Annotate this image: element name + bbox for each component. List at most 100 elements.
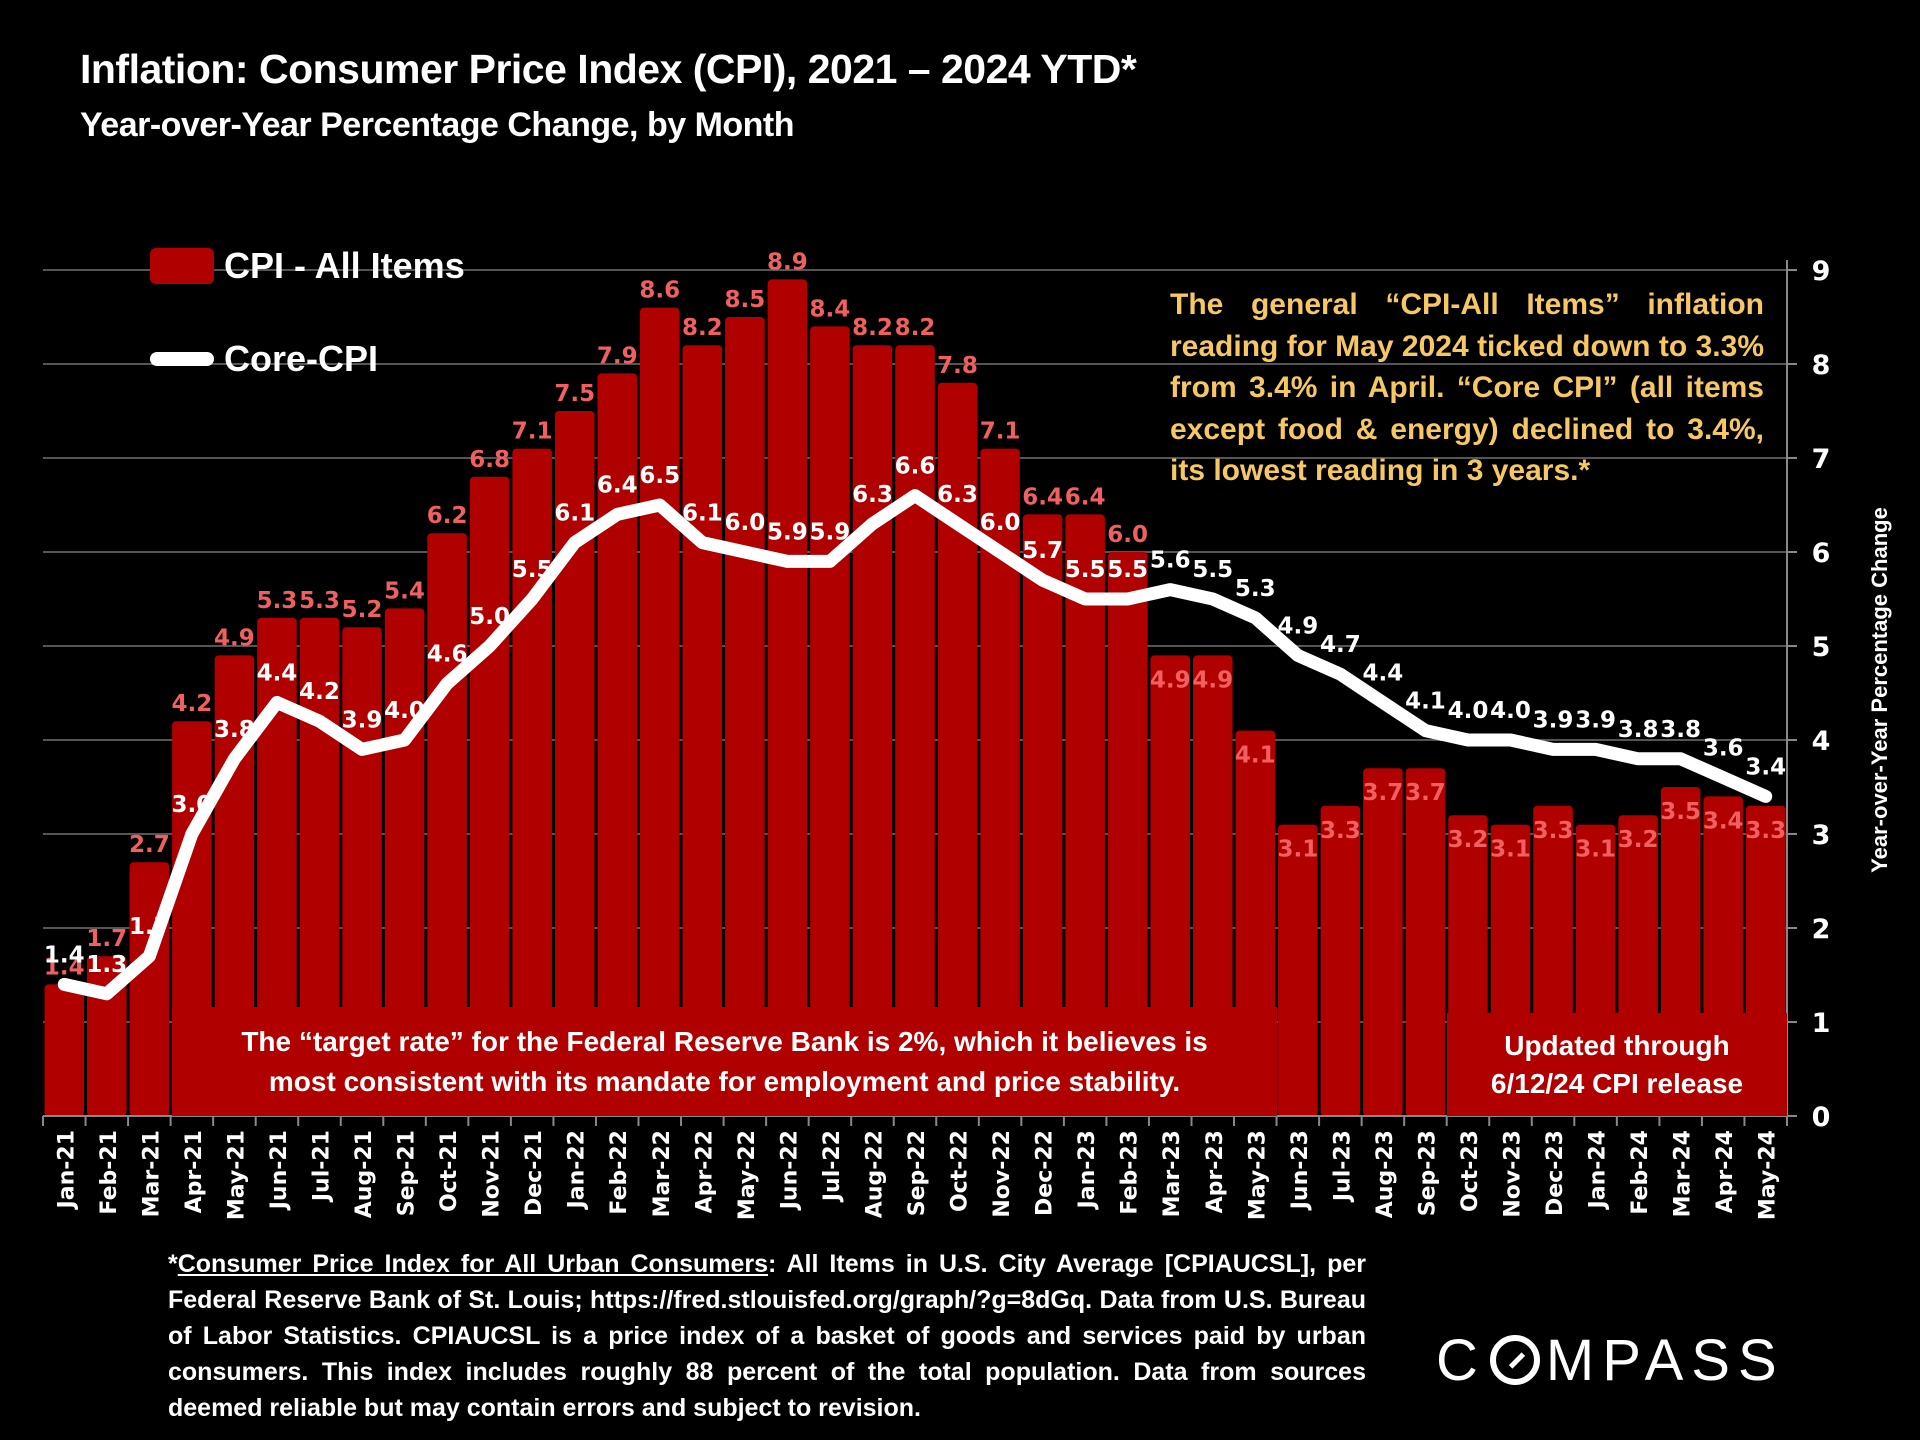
data-labels: 1.41.72.74.24.95.3 5.3 5.25.46.26.87.17.57… — [44, 249, 1786, 980]
y-tick-label: 6 — [1812, 538, 1831, 569]
x-tick-label: Feb-22 — [607, 1130, 632, 1215]
y-tick-label: 1 — [1812, 1008, 1831, 1039]
cpi-data-label: 5.2 — [342, 597, 383, 623]
cpi-bar — [937, 382, 978, 1116]
cpi-data-label: 7.1 — [980, 419, 1021, 445]
cpi-data-label: 7.9 — [597, 343, 638, 369]
legend-bar-swatch-icon — [150, 248, 214, 284]
cpi-bar — [1278, 824, 1318, 1116]
updated-line-2: 6/12/24 CPI release — [1490, 1067, 1744, 1099]
cpi-bar — [1192, 655, 1233, 1116]
core-data-label: 6.1 — [554, 501, 595, 527]
cpi-data-label: 3.3 — [1533, 818, 1574, 844]
x-tick-label: Oct-22 — [948, 1130, 973, 1212]
x-tick-label: Jan-23 — [1075, 1130, 1100, 1210]
x-tick-label: Aug-23 — [1373, 1130, 1398, 1218]
y-axis-title: Year-over-Year Percentage Change — [1867, 507, 1892, 873]
chart-subtitle: Year-over-Year Percentage Change, by Mon… — [80, 106, 795, 144]
core-data-label: 6.0 — [724, 510, 765, 536]
cpi-data-label: 8.9 — [767, 249, 808, 275]
x-tick-label: Apr-23 — [1203, 1130, 1228, 1213]
core-data-label: 3.4 — [1745, 754, 1786, 780]
cpi-data-label: 8.2 — [895, 315, 936, 341]
cpi-bar — [895, 345, 935, 1116]
x-tick-label: Jun-21 — [267, 1130, 292, 1211]
cpi-data-label: 4.2 — [172, 691, 213, 717]
x-tick-label: Dec-23 — [1543, 1130, 1568, 1216]
target-rate-note: The “target rate” for the Federal Reserv… — [172, 1007, 1277, 1116]
x-tick-label: May-21 — [224, 1130, 249, 1220]
core-data-label: 1.7 — [129, 914, 170, 940]
cpi-data-label: 4.9 — [214, 625, 255, 651]
cpi-data-label: 3.7 — [1405, 780, 1446, 806]
y-tick-label: 8 — [1812, 350, 1831, 381]
y-tick-label: 9 — [1812, 256, 1831, 287]
cpi-data-label: 6.4 — [1022, 484, 1063, 510]
cpi-bar — [1065, 514, 1105, 1116]
core-data-label: 4.7 — [1320, 632, 1361, 658]
cpi-bar — [1405, 768, 1446, 1116]
cpi-data-label: 6.4 — [1065, 484, 1106, 510]
x-tick-label: May-23 — [1245, 1130, 1270, 1220]
core-data-label: 4.1 — [1405, 689, 1446, 715]
x-tick-label: Aug-21 — [352, 1130, 377, 1218]
core-data-label: 5.9 — [810, 519, 851, 545]
y-tick-label: 4 — [1812, 726, 1831, 757]
x-tick-label: May-22 — [735, 1130, 760, 1220]
legend-line-swatch-icon — [150, 352, 214, 366]
cpi-bar — [1022, 514, 1063, 1116]
x-tick-label: Sep-22 — [905, 1130, 930, 1216]
x-tick-label: Oct-21 — [437, 1130, 462, 1212]
cpi-bar — [852, 345, 893, 1116]
core-data-label: 4.9 — [1277, 613, 1318, 639]
chart-title: Inflation: Consumer Price Index (CPI), 2… — [80, 46, 1137, 92]
cpi-data-label: 3.3 — [1745, 818, 1786, 844]
cpi-data-label: 4.1 — [1235, 743, 1276, 769]
cpi-bar — [597, 373, 638, 1116]
x-tick-label: Mar-22 — [650, 1130, 675, 1217]
core-data-label: 3.6 — [1703, 736, 1744, 762]
cpi-data-label: 3.5 — [1660, 799, 1701, 825]
legend-item-core: Core-CPI — [150, 338, 378, 380]
core-data-label: 4.6 — [427, 642, 468, 668]
cpi-bar — [257, 617, 297, 1116]
cpi-bar — [554, 411, 595, 1116]
core-cpi-line — [57, 489, 1773, 1001]
cpi-bar — [1363, 768, 1403, 1116]
cpi-data-label: 3.4 — [1703, 808, 1744, 834]
core-data-label: 3.9 — [342, 707, 383, 733]
core-data-label: 4.4 — [257, 660, 298, 686]
cpi-bar — [299, 617, 340, 1116]
cpi-data-label: 4.9 — [1192, 667, 1233, 693]
cpi-bar — [1150, 655, 1190, 1116]
x-tick-label: Feb-24 — [1628, 1130, 1653, 1215]
legend-item-cpi: CPI - All Items — [150, 245, 465, 287]
core-data-label: 3.8 — [1660, 717, 1701, 743]
y-tick-label: 2 — [1812, 914, 1831, 945]
cpi-data-label: 1.4 — [44, 954, 85, 980]
cpi-data-label: 2.7 — [129, 832, 170, 858]
core-data-label: 5.3 — [1235, 576, 1276, 602]
cpi-data-label: 5.4 — [384, 578, 425, 604]
logo-text-end: MPASS — [1545, 1327, 1785, 1393]
core-data-label: 4.4 — [1363, 660, 1404, 686]
cpi-bar — [640, 307, 680, 1117]
cpi-data-label: 1.7 — [86, 926, 127, 952]
core-data-label: 3.8 — [1618, 717, 1659, 743]
core-data-label: 5.5 — [1065, 557, 1106, 583]
y-tick-label: 0 — [1812, 1102, 1831, 1133]
core-data-label: 6.3 — [937, 482, 978, 508]
cpi-bar — [810, 326, 850, 1116]
core-data-label: 6.0 — [980, 510, 1021, 536]
core-data-label: 1.3 — [86, 952, 127, 978]
cpi-data-label: 7.1 — [512, 419, 553, 445]
x-tick-label: Apr-22 — [692, 1130, 717, 1213]
core-data-label: 5.5 — [1107, 557, 1148, 583]
x-tick-label: Feb-23 — [1118, 1130, 1143, 1215]
axes: 0 1 2 3 4 5 6 7 8 9 Jan-21 Feb-21 Mar-21 Apr-21 May-21… — [42, 256, 1831, 1220]
cpi-data-label: 8.6 — [639, 278, 680, 304]
y-tick-label: 5 — [1812, 632, 1831, 663]
core-data-label: 6.4 — [597, 472, 638, 498]
cpi-data-label: 3.1 — [1490, 837, 1531, 863]
